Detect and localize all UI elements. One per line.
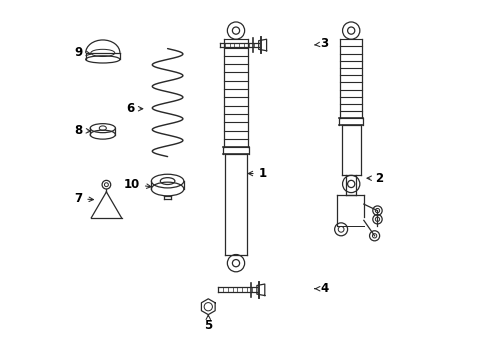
Text: 7: 7 <box>74 192 94 205</box>
Text: 5: 5 <box>204 315 212 332</box>
Text: 9: 9 <box>74 46 91 59</box>
Text: 10: 10 <box>123 178 151 191</box>
Text: 4: 4 <box>315 282 329 295</box>
Text: 6: 6 <box>126 102 143 115</box>
Text: 3: 3 <box>315 37 329 50</box>
Text: 2: 2 <box>367 172 384 185</box>
Text: 1: 1 <box>248 167 267 180</box>
Text: 8: 8 <box>74 124 91 137</box>
